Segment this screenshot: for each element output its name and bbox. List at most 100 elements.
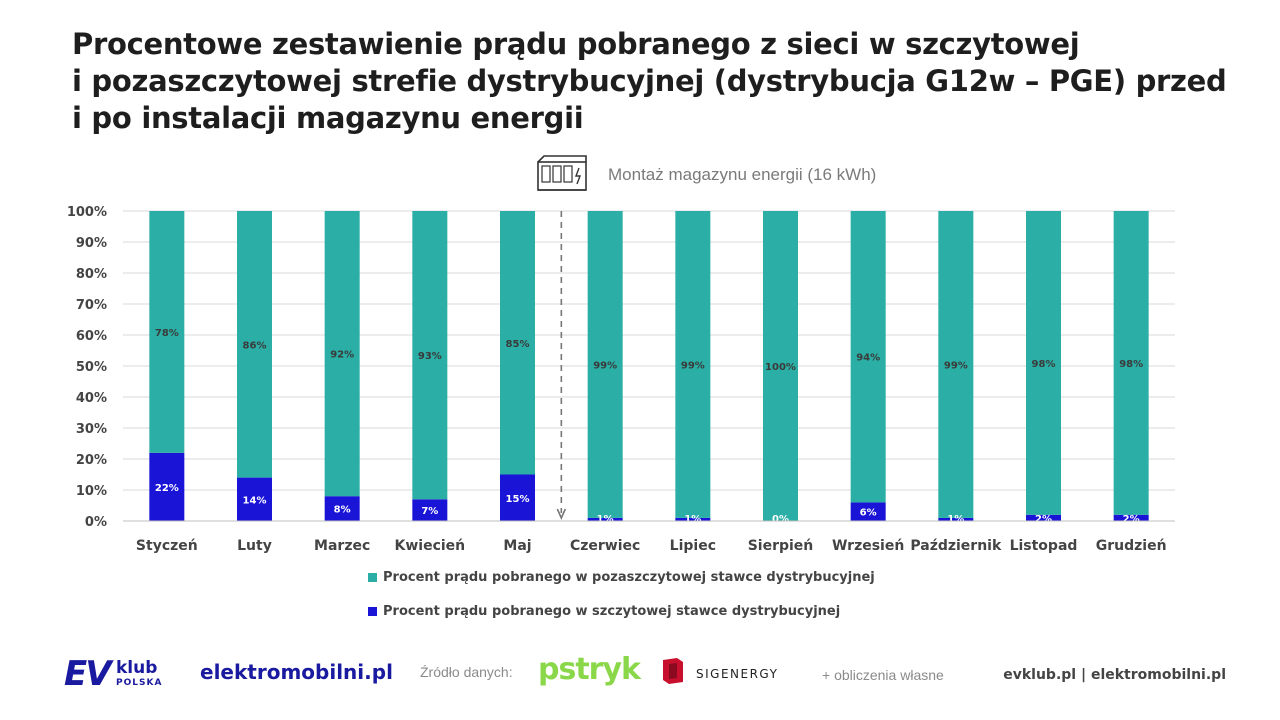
own-calculations: + obliczenia własne	[822, 667, 944, 683]
y-tick-label: 50%	[76, 360, 107, 375]
data-label-offpeak: 78%	[155, 328, 179, 339]
y-tick-label: 0%	[85, 515, 107, 530]
bar-peak	[938, 517, 974, 521]
x-tick-label: Październik	[910, 538, 1002, 554]
bar-offpeak	[675, 211, 711, 518]
x-tick-label: Grudzień	[1096, 538, 1167, 554]
data-label-peak: 1%	[684, 514, 701, 525]
bar-offpeak	[938, 211, 974, 518]
bar-offpeak	[763, 211, 798, 521]
data-label-peak: 6%	[860, 508, 877, 519]
ev-polska-text: POLSKA	[116, 678, 163, 688]
y-tick-label: 60%	[76, 329, 107, 344]
data-label-peak: 1%	[947, 514, 964, 525]
sigenergy-logo-text: SIGENERGY	[696, 667, 779, 681]
legend-item-offpeak: Procent prądu pobranego w pozaszczytowej…	[368, 568, 875, 586]
ev-logo-text: EV	[64, 654, 112, 694]
data-label-peak: 22%	[155, 483, 179, 494]
y-tick-label: 100%	[67, 205, 107, 220]
x-tick-label: Luty	[237, 538, 272, 554]
data-label-offpeak: 94%	[856, 353, 880, 364]
x-tick-label: Sierpień	[748, 538, 814, 554]
data-label-peak: 7%	[421, 506, 438, 517]
chart-bars: 78% 22% 86% 14% 92% 8% 93% 7% 85% 15% 99% 1% 99% 1% 10…	[149, 211, 1149, 525]
bar-offpeak	[500, 211, 535, 475]
bar-peak	[500, 474, 535, 521]
x-tick-label: Lipiec	[670, 538, 716, 554]
y-tick-label: 80%	[76, 267, 107, 282]
x-tick-label: Czerwiec	[570, 538, 640, 554]
x-tick-label: Wrzesień	[832, 538, 904, 554]
data-label-offpeak: 93%	[418, 351, 442, 362]
bar-offpeak	[149, 211, 185, 453]
y-tick-label: 20%	[76, 453, 107, 468]
bar-peak	[675, 517, 711, 521]
legend-label-offpeak: Procent prądu pobranego w pozaszczytowej…	[383, 569, 875, 585]
x-tick-label: Listopad	[1010, 538, 1078, 554]
data-label-offpeak: 99%	[944, 360, 968, 371]
sigenergy-logo-icon	[663, 658, 683, 684]
data-label-peak: 0%	[772, 514, 789, 525]
legend-item-peak: Procent prądu pobranego w szczytowej sta…	[368, 602, 875, 620]
legend-swatch-peak	[368, 606, 377, 616]
pstryk-logo: pstryk	[538, 652, 641, 687]
data-label-peak: 14%	[243, 495, 267, 506]
x-axis: Styczeń Luty Marzec Kwiecień Maj Czerwiec Lipi…	[123, 520, 1175, 554]
x-tick-label: Marzec	[314, 538, 370, 554]
bar-offpeak	[850, 211, 886, 503]
title-line-1: Procentowe zestawienie prądu pobranego z…	[72, 27, 1080, 61]
bar-peak	[237, 477, 272, 521]
bar-peak	[587, 517, 623, 521]
y-tick-label: 10%	[76, 484, 107, 499]
data-label-peak: 2%	[1035, 514, 1052, 525]
bar-peak	[149, 452, 185, 521]
ev-klub-text: klub	[116, 658, 158, 678]
chart-legend: Procent prądu pobranego w pozaszczytowej…	[368, 568, 875, 636]
page-title: Procentowe zestawienie prądu pobranego z…	[72, 26, 1252, 137]
bar-offpeak	[324, 211, 360, 497]
footer: EV klub POLSKA elektromobilni.pl Źródło …	[0, 650, 1280, 700]
bar-peak	[850, 502, 886, 521]
battery-storage-icon	[537, 155, 587, 191]
data-label-offpeak: 86%	[243, 340, 267, 351]
annotation-text: Montaż magazynu energii (16 kWh)	[608, 165, 876, 184]
elektromobilni-logo: elektromobilni.pl	[200, 660, 393, 684]
y-axis: 0% 10% 20% 30% 40% 50% 60% 70% 80% 90% 100%	[67, 205, 107, 530]
bar-offpeak	[1026, 211, 1061, 515]
title-line-2: i pozaszczytowej strefie dystrybucyjnej …	[72, 64, 1227, 98]
bar-offpeak	[1113, 211, 1149, 515]
bar-peak	[1113, 514, 1149, 521]
data-label-offpeak: 85%	[506, 339, 530, 350]
bar-offpeak	[587, 211, 623, 518]
legend-swatch-offpeak	[368, 572, 377, 582]
data-label-offpeak: 99%	[593, 360, 617, 371]
stacked-bar-chart: 0% 10% 20% 30% 40% 50% 60% 70% 80% 90% 100% 78% 22%…	[67, 155, 1175, 554]
bar-peak	[324, 496, 360, 521]
y-tick-label: 30%	[76, 422, 107, 437]
site-links: evklub.pl | elektromobilni.pl	[1003, 667, 1226, 683]
legend-label-peak: Procent prądu pobranego w szczytowej sta…	[383, 603, 841, 619]
data-label-peak: 1%	[597, 514, 614, 525]
data-label-offpeak: 98%	[1032, 359, 1056, 370]
bar-peak	[412, 499, 448, 521]
y-tick-label: 40%	[76, 391, 107, 406]
data-label-offpeak: 92%	[330, 350, 354, 361]
source-label: Źródło danych:	[420, 664, 513, 680]
bar-offpeak	[237, 211, 272, 478]
data-label-peak: 2%	[1123, 514, 1140, 525]
chart-grid	[123, 210, 1175, 522]
data-label-peak: 8%	[334, 505, 351, 516]
y-tick-label: 70%	[76, 298, 107, 313]
x-tick-label: Styczeń	[136, 538, 198, 554]
data-label-offpeak: 100%	[765, 362, 796, 373]
x-tick-label: Kwiecień	[395, 538, 466, 554]
y-tick-label: 90%	[76, 236, 107, 251]
data-label-peak: 15%	[506, 494, 530, 505]
bar-peak	[1026, 514, 1061, 521]
title-line-3: i po instalacji magazynu energii	[72, 101, 584, 135]
data-label-offpeak: 98%	[1119, 359, 1143, 370]
data-label-offpeak: 99%	[681, 360, 705, 371]
storage-annotation: Montaż magazynu energii (16 kWh)	[537, 155, 876, 191]
x-tick-label: Maj	[503, 538, 531, 554]
bar-offpeak	[412, 211, 448, 500]
